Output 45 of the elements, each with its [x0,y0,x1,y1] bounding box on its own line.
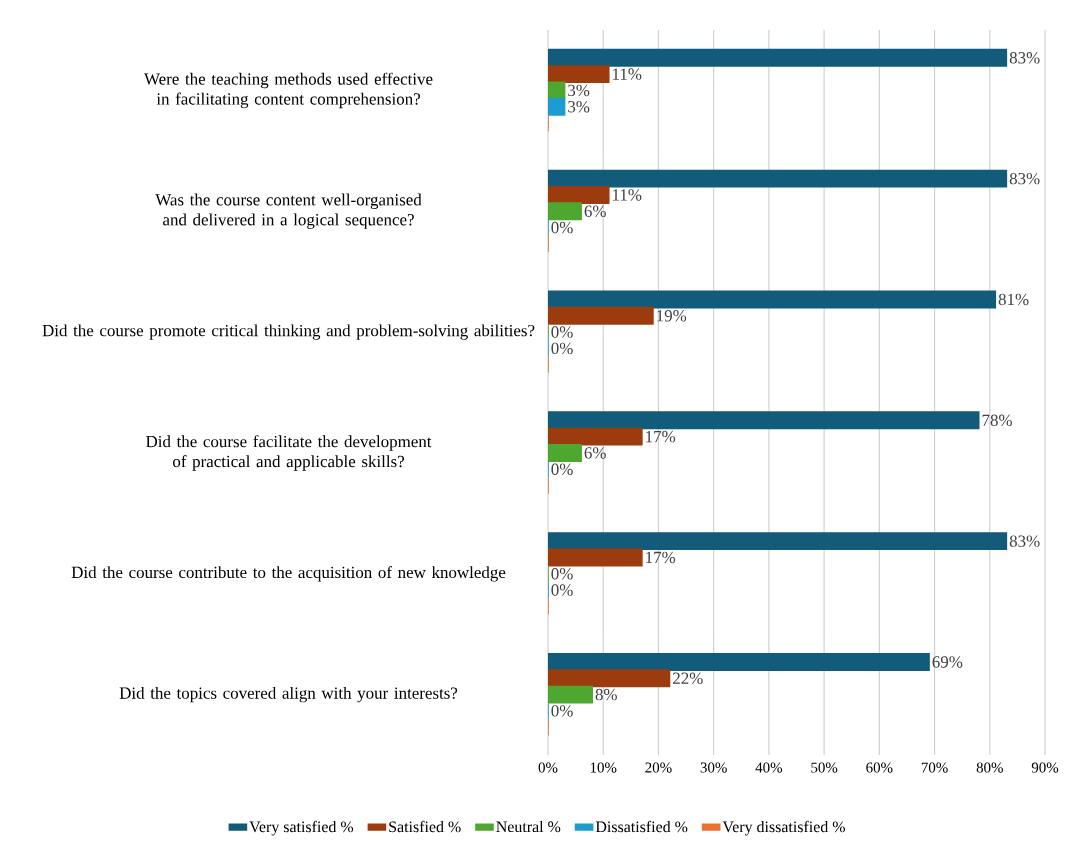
legend-label: Neutral % [496,820,561,833]
x-tick-label: 60% [866,762,893,773]
x-tick-label: 20% [645,762,672,773]
data-label: 81% [998,293,1029,306]
data-label: 83% [1009,172,1040,185]
legend-label: Satisfied % [389,820,461,833]
data-label: 11% [613,68,642,80]
x-tick-label: 90% [1031,762,1059,773]
y-tick-label: Did the course facilitate the development of practical and applicable skills? [146,435,432,471]
x-tick-label: 40% [755,762,783,773]
y-tick-label: Was the course content well-organised and delivered in a logical sequence? [155,193,422,229]
data-label: 19% [657,310,687,322]
data-label: 11% [613,189,642,201]
x-tick-label: 50% [811,762,838,773]
x-tick-label: 70% [921,762,948,773]
data-label: 83% [1009,52,1040,64]
legend-label: Very satisfied % [249,820,354,836]
data-label: 3% [568,84,590,97]
y-tick-label: Did the topics covered align with your interests? [119,686,458,703]
data-label: 0% [551,342,573,355]
data-label: 0% [551,463,573,475]
y-tick-label: Did the course promote critical thinking and problem-solving abilities? [42,324,535,340]
data-label: 8% [595,688,617,701]
legend-label: Dissatisfied % [595,820,688,833]
data-label: 69% [932,656,963,668]
x-tick-label: 30% [700,762,727,773]
data-label: 3% [568,100,590,113]
y-tick-label: Were the teaching methods used effective in facilitating content comprehension? [144,72,433,109]
x-tick-label: 0% [538,762,558,773]
x-tick-label: 80% [976,762,1003,773]
data-label: 6% [584,447,606,459]
data-label: 83% [1009,535,1040,547]
data-label: 17% [646,430,676,443]
data-label: 22% [673,672,703,685]
legend-label: Very dissatisfied % [722,820,845,836]
y-tick-label: Did the course contribute to the acquisition of new knowledge [71,565,506,582]
data-label: 0% [551,221,573,234]
data-label: 0% [551,326,573,338]
data-label: 78% [982,414,1012,427]
data-label: 6% [584,205,606,217]
data-label: 0% [551,584,573,596]
x-tick-label: 10% [590,762,617,773]
data-label: 0% [551,705,573,717]
data-label: 0% [551,568,573,580]
data-label: 17% [646,551,676,564]
